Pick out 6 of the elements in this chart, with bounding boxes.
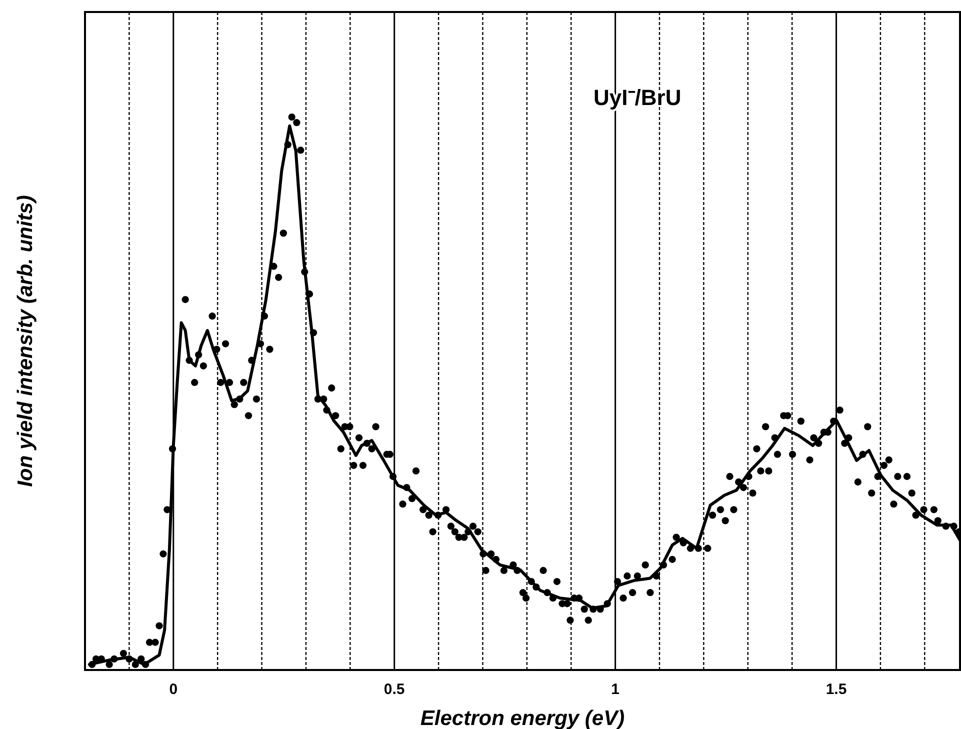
- x-axis-title: Electron energy (eV): [420, 707, 625, 729]
- x-tick-label: 0: [169, 681, 178, 698]
- x-tick-label: 1: [611, 681, 620, 698]
- x-tick-label: 0.5: [384, 681, 405, 698]
- x-tick-label: 1.5: [826, 681, 847, 698]
- y-axis-title: Ion yield intensity (arb. units): [14, 195, 37, 487]
